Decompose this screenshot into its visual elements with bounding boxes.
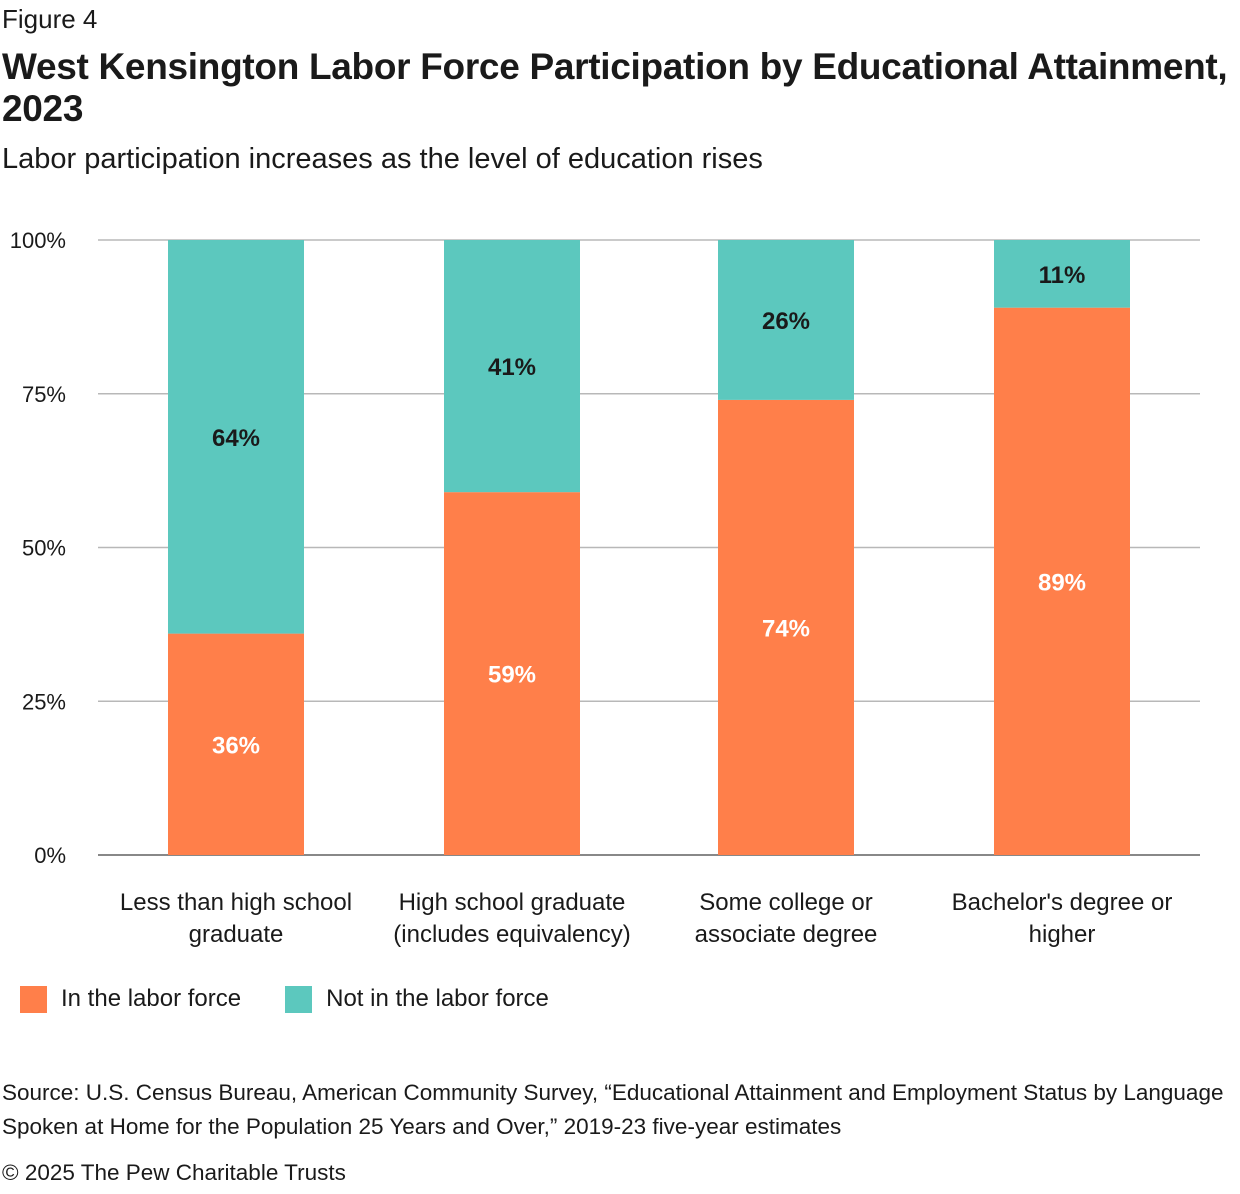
data-label: 11%	[1039, 262, 1086, 289]
bar-not-in-labor-force	[444, 240, 580, 493]
bar-not-in-labor-force	[994, 240, 1130, 308]
chart-title: West Kensington Labor Force Participatio…	[2, 46, 1228, 129]
category-label: Bachelor's degree or	[952, 889, 1173, 916]
legend-item-in-labor-force: In the labor force	[20, 985, 241, 1013]
legend-label: In the labor force	[61, 985, 242, 1012]
legend: In the labor force Not in the labor forc…	[20, 985, 593, 1013]
category-label: associate degree	[695, 921, 878, 948]
legend-swatch-in-labor-force	[20, 985, 47, 1013]
category-label: (includes equivalency)	[393, 921, 630, 948]
legend-item-not-in-labor-force: Not in the labor force	[285, 985, 549, 1013]
legend-label: Not in the labor force	[326, 985, 549, 1012]
category-label: higher	[1029, 921, 1096, 948]
bar-in-labor-force	[718, 399, 854, 855]
data-label: 59%	[488, 662, 536, 689]
category-label: High school graduate	[399, 889, 626, 916]
label-layer: 36% 64% 59% 41% 74% 26% 89% 11%	[212, 262, 1086, 759]
y-tick-label: 25%	[22, 689, 66, 714]
bar-not-in-labor-force	[168, 240, 304, 634]
chart-subtitle: Labor participation increases as the lev…	[2, 143, 763, 175]
y-tick-label: 75%	[22, 382, 66, 407]
category-label: Less than high school	[120, 889, 352, 916]
data-label: 89%	[1038, 569, 1086, 596]
data-label: 64%	[212, 425, 260, 452]
category-label: graduate	[189, 921, 284, 948]
bar-layer	[168, 240, 1130, 855]
copyright: © 2025 The Pew Charitable Trusts	[2, 1160, 346, 1185]
y-tick-label: 0%	[34, 843, 66, 868]
bar-in-labor-force	[994, 307, 1130, 855]
data-label: 26%	[762, 308, 810, 335]
source-note: Source: U.S. Census Bureau, American Com…	[2, 1080, 1224, 1139]
legend-swatch-not-in-labor-force	[285, 985, 313, 1013]
category-axis: Less than high school graduate High school…	[120, 889, 1172, 948]
data-label: 36%	[212, 732, 260, 759]
bar-not-in-labor-force	[718, 240, 854, 400]
category-label: Some college or	[699, 889, 872, 916]
bar-in-labor-force	[444, 492, 580, 855]
y-tick-label: 50%	[22, 536, 66, 561]
y-tick-label: 100%	[10, 228, 66, 253]
stacked-bar-chart: 0% 25% 50% 75% 100% 36% 64% 59% 41% 74% 26% 89% 11%…	[10, 228, 1200, 948]
figure-label: Figure 4	[2, 4, 98, 34]
bar-in-labor-force	[168, 633, 304, 855]
data-label: 41%	[488, 354, 536, 381]
data-label: 74%	[762, 615, 810, 642]
